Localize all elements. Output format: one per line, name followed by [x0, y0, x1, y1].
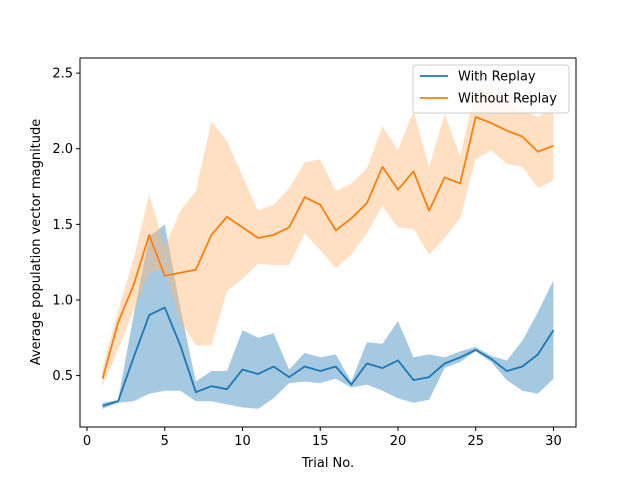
- series-lines: [101, 116, 555, 407]
- x-tick-label: 25: [467, 434, 484, 449]
- y-tick-label: 0.5: [52, 369, 73, 384]
- y-tick-label: 2.0: [52, 142, 73, 157]
- legend-label-without-replay: Without Replay: [458, 92, 557, 107]
- x-tick-label: 0: [83, 434, 91, 449]
- y-tick-label: 2.5: [52, 67, 73, 82]
- x-axis-label: Trial No.: [301, 456, 354, 471]
- y-tick-label: 1.0: [52, 293, 73, 308]
- band-with-replay: [102, 224, 554, 409]
- line-without-replay: [101, 116, 554, 379]
- y-axis-label: Average population vector magnitude: [29, 119, 44, 366]
- x-tick-label: 20: [390, 434, 407, 449]
- legend-label-with-replay: With Replay: [458, 70, 536, 85]
- plot-area-frame: [79, 57, 577, 428]
- band-without-replay: [102, 88, 554, 387]
- x-axis-ticks: 0 5 10 15 20 25 30: [83, 427, 562, 449]
- legend: With Replay Without Replay: [412, 64, 570, 114]
- x-tick-label: 5: [161, 434, 169, 449]
- confidence-bands: [102, 88, 554, 409]
- x-tick-label: 10: [234, 434, 251, 449]
- line-with-replay: [102, 306, 555, 407]
- legend-box: [412, 64, 570, 114]
- x-tick-label: 30: [545, 434, 562, 449]
- x-tick-label: 15: [312, 434, 329, 449]
- y-axis-ticks: 0.5 1.0 1.5 2.0 2.5: [52, 67, 80, 384]
- y-tick-label: 1.5: [52, 218, 73, 233]
